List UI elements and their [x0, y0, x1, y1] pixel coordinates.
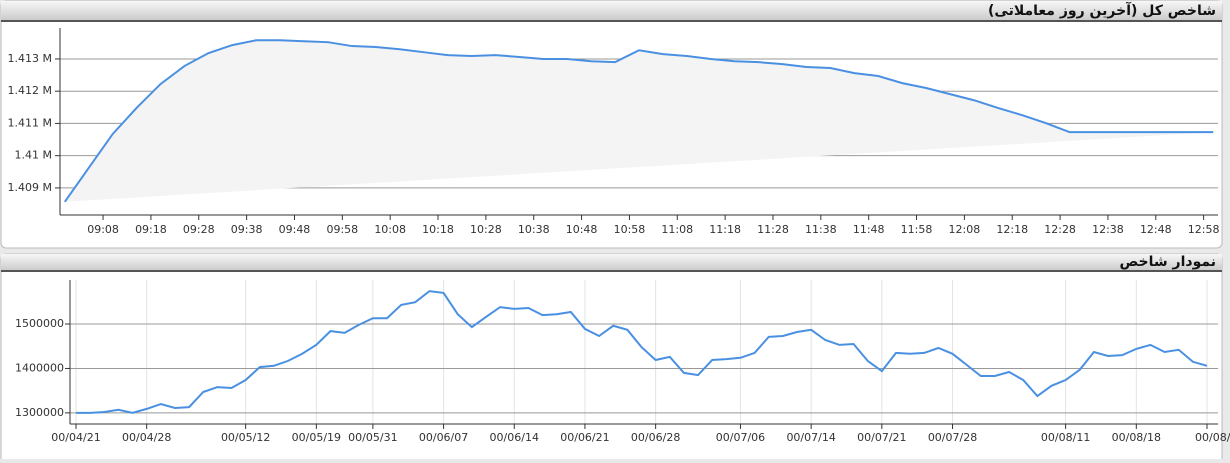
- x-tick-label: 00/06/28: [631, 431, 680, 444]
- panel-title: نمودار شاخص: [1119, 254, 1216, 270]
- x-tick-label: 11:48: [853, 223, 885, 236]
- area: [64, 40, 1214, 202]
- x-tick-label: 11:38: [805, 223, 837, 236]
- x-tick-label: 00/08/18: [1112, 431, 1161, 444]
- x-tick-label: 00/08/2: [1195, 431, 1230, 444]
- y-tick-label: 1.413 M: [8, 52, 52, 65]
- line: [63, 39, 1214, 203]
- x-tick-label: 00/06/07: [419, 431, 468, 444]
- x-tick-label: 00/05/19: [292, 431, 341, 444]
- y-tick-label: 1500000: [15, 317, 64, 330]
- y-tick-label: 1300000: [15, 406, 64, 419]
- x-tick-label: 12:18: [996, 223, 1028, 236]
- line: [76, 290, 1208, 414]
- x-tick-label: 09:18: [135, 223, 167, 236]
- x-tick-label: 00/04/28: [122, 431, 171, 444]
- x-tick-label: 12:28: [1044, 223, 1076, 236]
- x-tick-label: 00/06/14: [490, 431, 539, 444]
- x-tick-label: 10:58: [614, 223, 646, 236]
- y-tick-label: 1.411 M: [8, 116, 52, 129]
- y-tick-label: 1.409 M: [8, 181, 52, 194]
- panel-header: [1, 1, 1222, 21]
- x-tick-label: 00/07/21: [857, 431, 906, 444]
- x-tick-label: 10:28: [470, 223, 502, 236]
- x-tick-label: 09:38: [231, 223, 263, 236]
- x-tick-label: 12:08: [949, 223, 981, 236]
- x-tick-label: 12:38: [1092, 223, 1124, 236]
- x-tick-label: 11:58: [901, 223, 933, 236]
- x-tick-label: 00/05/12: [221, 431, 270, 444]
- y-tick-label: 1.41 M: [15, 149, 52, 162]
- x-tick-label: 11:08: [661, 223, 693, 236]
- y-tick-label: 1.412 M: [8, 84, 52, 97]
- panel: [0, 253, 1223, 463]
- x-tick-label: 00/07/28: [928, 431, 977, 444]
- x-tick-label: 09:28: [183, 223, 215, 236]
- x-tick-label: 10:38: [518, 223, 550, 236]
- x-tick-label: 00/07/14: [786, 431, 835, 444]
- x-tick-label: 11:18: [709, 223, 741, 236]
- x-tick-label: 11:28: [757, 223, 789, 236]
- x-tick-label: 00/06/21: [560, 431, 609, 444]
- x-tick-label: 10:18: [422, 223, 454, 236]
- x-tick-label: 10:08: [374, 223, 406, 236]
- x-tick-label: 09:48: [279, 223, 311, 236]
- panel-title: شاخص کل (آخرین روز معاملاتی): [988, 1, 1216, 19]
- x-tick-label: 10:48: [566, 223, 598, 236]
- x-tick-label: 00/08/11: [1041, 431, 1090, 444]
- x-tick-label: 00/07/06: [716, 431, 765, 444]
- x-tick-label: 00/04/21: [51, 431, 100, 444]
- x-tick-label: 09:58: [326, 223, 358, 236]
- y-tick-label: 1400000: [15, 361, 64, 374]
- x-tick-label: 12:48: [1140, 223, 1172, 236]
- x-tick-label: 12:58: [1188, 223, 1220, 236]
- x-tick-label: 00/05/31: [348, 431, 397, 444]
- x-tick-label: 09:08: [87, 223, 119, 236]
- panel-header: [1, 254, 1222, 271]
